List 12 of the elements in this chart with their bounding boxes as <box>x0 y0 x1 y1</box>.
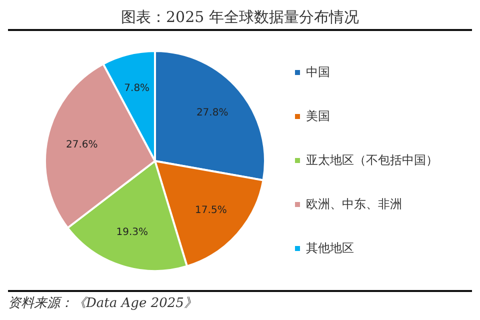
data-label: 27.6% <box>66 139 98 150</box>
text: 资料来源：《Data Age 2025》 <box>8 295 198 312</box>
legend-label: 其他地区 <box>306 240 354 257</box>
chart-title: 图表：2025 年全球数据量分布情况 <box>8 8 472 31</box>
data-label: 27.8% <box>196 107 228 118</box>
data-label: 17.5% <box>195 204 227 216</box>
data-label: 7.8% <box>124 82 150 94</box>
legend-label: 亚太地区（不包括中国） <box>306 152 438 169</box>
legend-label: 中国 <box>306 64 330 81</box>
legend-label: 欧洲、中东、非洲 <box>306 196 402 213</box>
legend-label: 美国 <box>306 108 330 125</box>
data-label: 19.3% <box>116 226 148 238</box>
